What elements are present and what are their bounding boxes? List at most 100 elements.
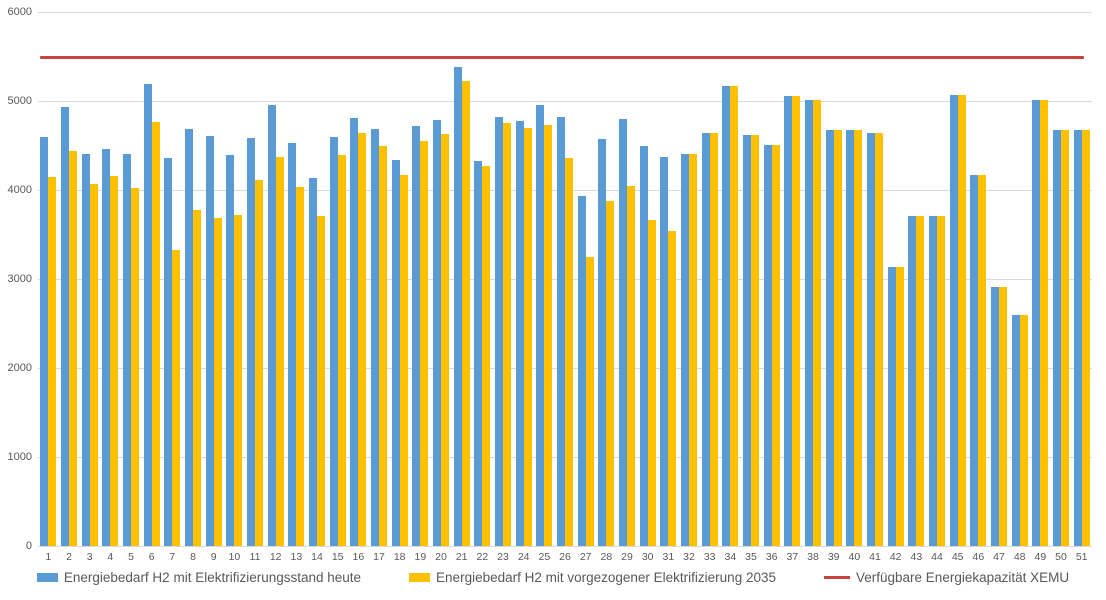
bar-series2-30	[647, 220, 656, 546]
bar-series1-20	[432, 119, 441, 546]
bar-series1-35	[742, 134, 751, 546]
x-axis-label-34: 34	[724, 551, 737, 563]
bar-series2-22	[482, 165, 491, 546]
x-axis-label-32: 32	[683, 551, 695, 563]
bar-series2-31	[668, 230, 677, 546]
bar-series2-16	[358, 133, 367, 546]
x-axis-label-45: 45	[951, 551, 964, 563]
bar-group-23	[493, 117, 514, 546]
bar-group-50	[1051, 130, 1072, 546]
bar-series1-8	[184, 128, 193, 546]
legend-label-series1: Energiebedarf H2 mit Elektrifizierungsst…	[63, 570, 362, 585]
bar-group-21	[451, 67, 472, 546]
bar-series2-42	[895, 266, 904, 546]
y-axis-label-4000: 4000	[7, 184, 32, 196]
bar-series1-19	[412, 125, 421, 546]
bar-group-12	[265, 104, 286, 546]
bar-group-15	[327, 136, 348, 546]
bar-series1-21	[453, 67, 462, 546]
legend-item-series2: Energiebedarf H2 mit vorgezogener Elektr…	[409, 570, 776, 585]
bar-group-11	[245, 138, 266, 546]
x-axis-label-9: 9	[210, 551, 217, 563]
x-axis-label-17: 17	[373, 551, 385, 563]
bar-group-7	[162, 157, 183, 546]
bar-series1-22	[474, 160, 483, 546]
bar-series2-37	[792, 95, 801, 546]
bar-series1-11	[246, 138, 255, 546]
x-axis-label-23: 23	[497, 551, 509, 563]
bar-group-13	[286, 142, 307, 546]
x-axis-label-42: 42	[889, 551, 902, 563]
bar-series2-32	[688, 153, 697, 546]
bar-series2-47	[998, 287, 1007, 546]
bar-group-47	[989, 287, 1010, 546]
bar-series1-36	[763, 144, 772, 546]
bar-group-5	[121, 153, 142, 546]
x-axis-label-35: 35	[745, 551, 757, 563]
bar-series1-44	[928, 215, 937, 546]
x-axis-label-26: 26	[559, 551, 571, 563]
bar-group-40	[844, 130, 865, 546]
bar-series2-29	[626, 186, 635, 546]
bar-series1-50	[1052, 130, 1061, 546]
x-axis-label-28: 28	[600, 551, 613, 563]
bar-series2-28	[606, 200, 615, 546]
bar-group-22	[472, 160, 493, 546]
legend: Energiebedarf H2 mit Elektrifizierungsst…	[0, 570, 1106, 585]
bar-group-6	[141, 84, 162, 546]
bar-series2-6	[151, 122, 160, 546]
bar-series1-6	[143, 84, 152, 546]
x-axis-label-4: 4	[107, 551, 114, 563]
x-axis-label-12: 12	[269, 551, 282, 563]
x-axis-label-47: 47	[993, 551, 1005, 563]
x-axis-label-1: 1	[45, 551, 52, 563]
x-axis-label-37: 37	[786, 551, 799, 563]
bar-group-17	[369, 128, 390, 546]
capacity-reference-line	[40, 55, 1084, 59]
bar-group-29	[617, 118, 638, 546]
x-axis-label-22: 22	[476, 551, 489, 563]
bar-group-33	[699, 133, 720, 546]
x-axis-label-31: 31	[662, 551, 675, 563]
x-axis-label-18: 18	[393, 551, 406, 563]
x-axis-label-14: 14	[311, 551, 323, 563]
legend-item-reference-line: Verfügbare Energiekapazität XEMU	[824, 570, 1069, 585]
bar-series1-13	[288, 142, 297, 546]
bar-series1-24	[515, 121, 524, 546]
bar-series1-10	[226, 155, 235, 546]
x-axis-label-44: 44	[931, 551, 943, 563]
bar-series2-41	[874, 133, 883, 546]
bar-series1-33	[701, 133, 710, 546]
bar-series1-31	[660, 157, 669, 546]
x-axis-label-8: 8	[190, 551, 196, 563]
bar-series2-15	[337, 155, 346, 546]
bar-series1-39	[825, 130, 834, 546]
bar-group-16	[348, 117, 369, 546]
bar-series1-51	[1073, 130, 1082, 546]
gridline-0	[38, 546, 1092, 547]
bar-series1-23	[494, 117, 503, 546]
bar-group-30	[637, 146, 658, 546]
bar-group-44	[927, 215, 948, 546]
bar-group-38	[803, 100, 824, 546]
bar-series1-34	[722, 85, 731, 546]
x-axis-label-50: 50	[1055, 551, 1067, 563]
bar-group-37	[782, 95, 803, 546]
bar-series2-44	[936, 215, 945, 546]
bar-series1-4	[102, 149, 111, 546]
x-axis-label-2: 2	[66, 551, 72, 563]
bar-series1-17	[370, 128, 379, 546]
bar-group-26	[555, 117, 576, 546]
bar-group-36	[761, 144, 782, 546]
bar-series1-38	[804, 100, 813, 546]
bar-series2-27	[585, 256, 594, 546]
bar-group-18	[389, 159, 410, 546]
bar-series1-45	[949, 94, 958, 546]
bar-series2-12	[275, 157, 284, 546]
series1-swatch-icon	[36, 573, 58, 582]
x-axis-label-6: 6	[148, 551, 155, 563]
x-axis-label-41: 41	[869, 551, 881, 563]
bar-group-31	[658, 157, 679, 546]
legend-label-series2: Energiebedarf H2 mit vorgezogener Elektr…	[436, 570, 776, 585]
